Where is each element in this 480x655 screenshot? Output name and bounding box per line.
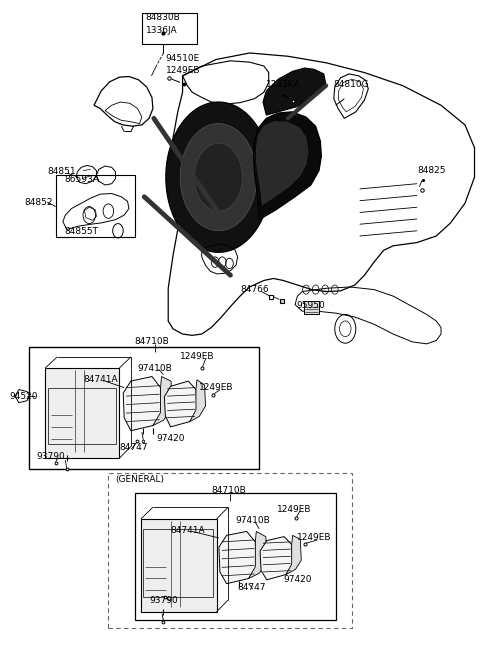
Polygon shape: [260, 536, 293, 580]
Text: 84855T: 84855T: [64, 227, 98, 236]
Text: 97420: 97420: [156, 434, 185, 443]
Text: 1249EB: 1249EB: [297, 533, 331, 542]
Bar: [141, 519, 216, 612]
Polygon shape: [123, 377, 161, 431]
Polygon shape: [219, 531, 256, 584]
Text: 1249EB: 1249EB: [199, 383, 234, 392]
Text: 84710B: 84710B: [211, 487, 246, 495]
Polygon shape: [180, 124, 257, 231]
Text: 93790: 93790: [36, 453, 65, 461]
Text: 84851: 84851: [47, 168, 76, 176]
Bar: [142, 13, 197, 45]
Polygon shape: [190, 380, 205, 422]
Text: 94510E: 94510E: [166, 54, 200, 63]
Text: 97420: 97420: [283, 574, 312, 584]
Text: 1336JA: 1336JA: [146, 26, 177, 35]
Polygon shape: [256, 122, 308, 204]
Text: 84747: 84747: [120, 443, 148, 452]
Text: 84766: 84766: [240, 285, 269, 294]
Text: 84741A: 84741A: [170, 525, 205, 534]
Polygon shape: [164, 381, 197, 427]
Text: 95950: 95950: [297, 301, 325, 310]
Text: 97410B: 97410B: [137, 364, 172, 373]
Text: 93790: 93790: [149, 595, 178, 605]
Text: 94520: 94520: [9, 392, 38, 401]
Polygon shape: [249, 531, 267, 578]
Polygon shape: [194, 143, 242, 211]
Bar: [135, 493, 336, 620]
Text: 1249EB: 1249EB: [166, 66, 200, 75]
Bar: [108, 473, 352, 628]
Text: 84810G: 84810G: [333, 80, 369, 89]
Text: 84825: 84825: [417, 166, 445, 175]
Text: (GENERAL): (GENERAL): [116, 475, 165, 483]
Bar: [45, 368, 120, 458]
Polygon shape: [263, 68, 326, 115]
Text: 1243KA: 1243KA: [266, 80, 301, 89]
Bar: [56, 175, 135, 237]
Polygon shape: [166, 102, 271, 252]
Bar: [304, 301, 319, 314]
Text: 84852: 84852: [24, 198, 53, 206]
Text: 1249EB: 1249EB: [180, 352, 215, 362]
Text: 84830B: 84830B: [146, 12, 180, 22]
Text: 84710B: 84710B: [135, 337, 169, 346]
Polygon shape: [153, 377, 172, 426]
Polygon shape: [286, 535, 301, 574]
Text: 86593A: 86593A: [64, 176, 99, 184]
Bar: [29, 347, 259, 470]
Text: 84741A: 84741A: [84, 375, 118, 384]
Text: 1249EB: 1249EB: [277, 505, 312, 514]
Text: 97410B: 97410B: [235, 516, 270, 525]
Text: 84747: 84747: [238, 583, 266, 592]
Polygon shape: [253, 112, 322, 219]
